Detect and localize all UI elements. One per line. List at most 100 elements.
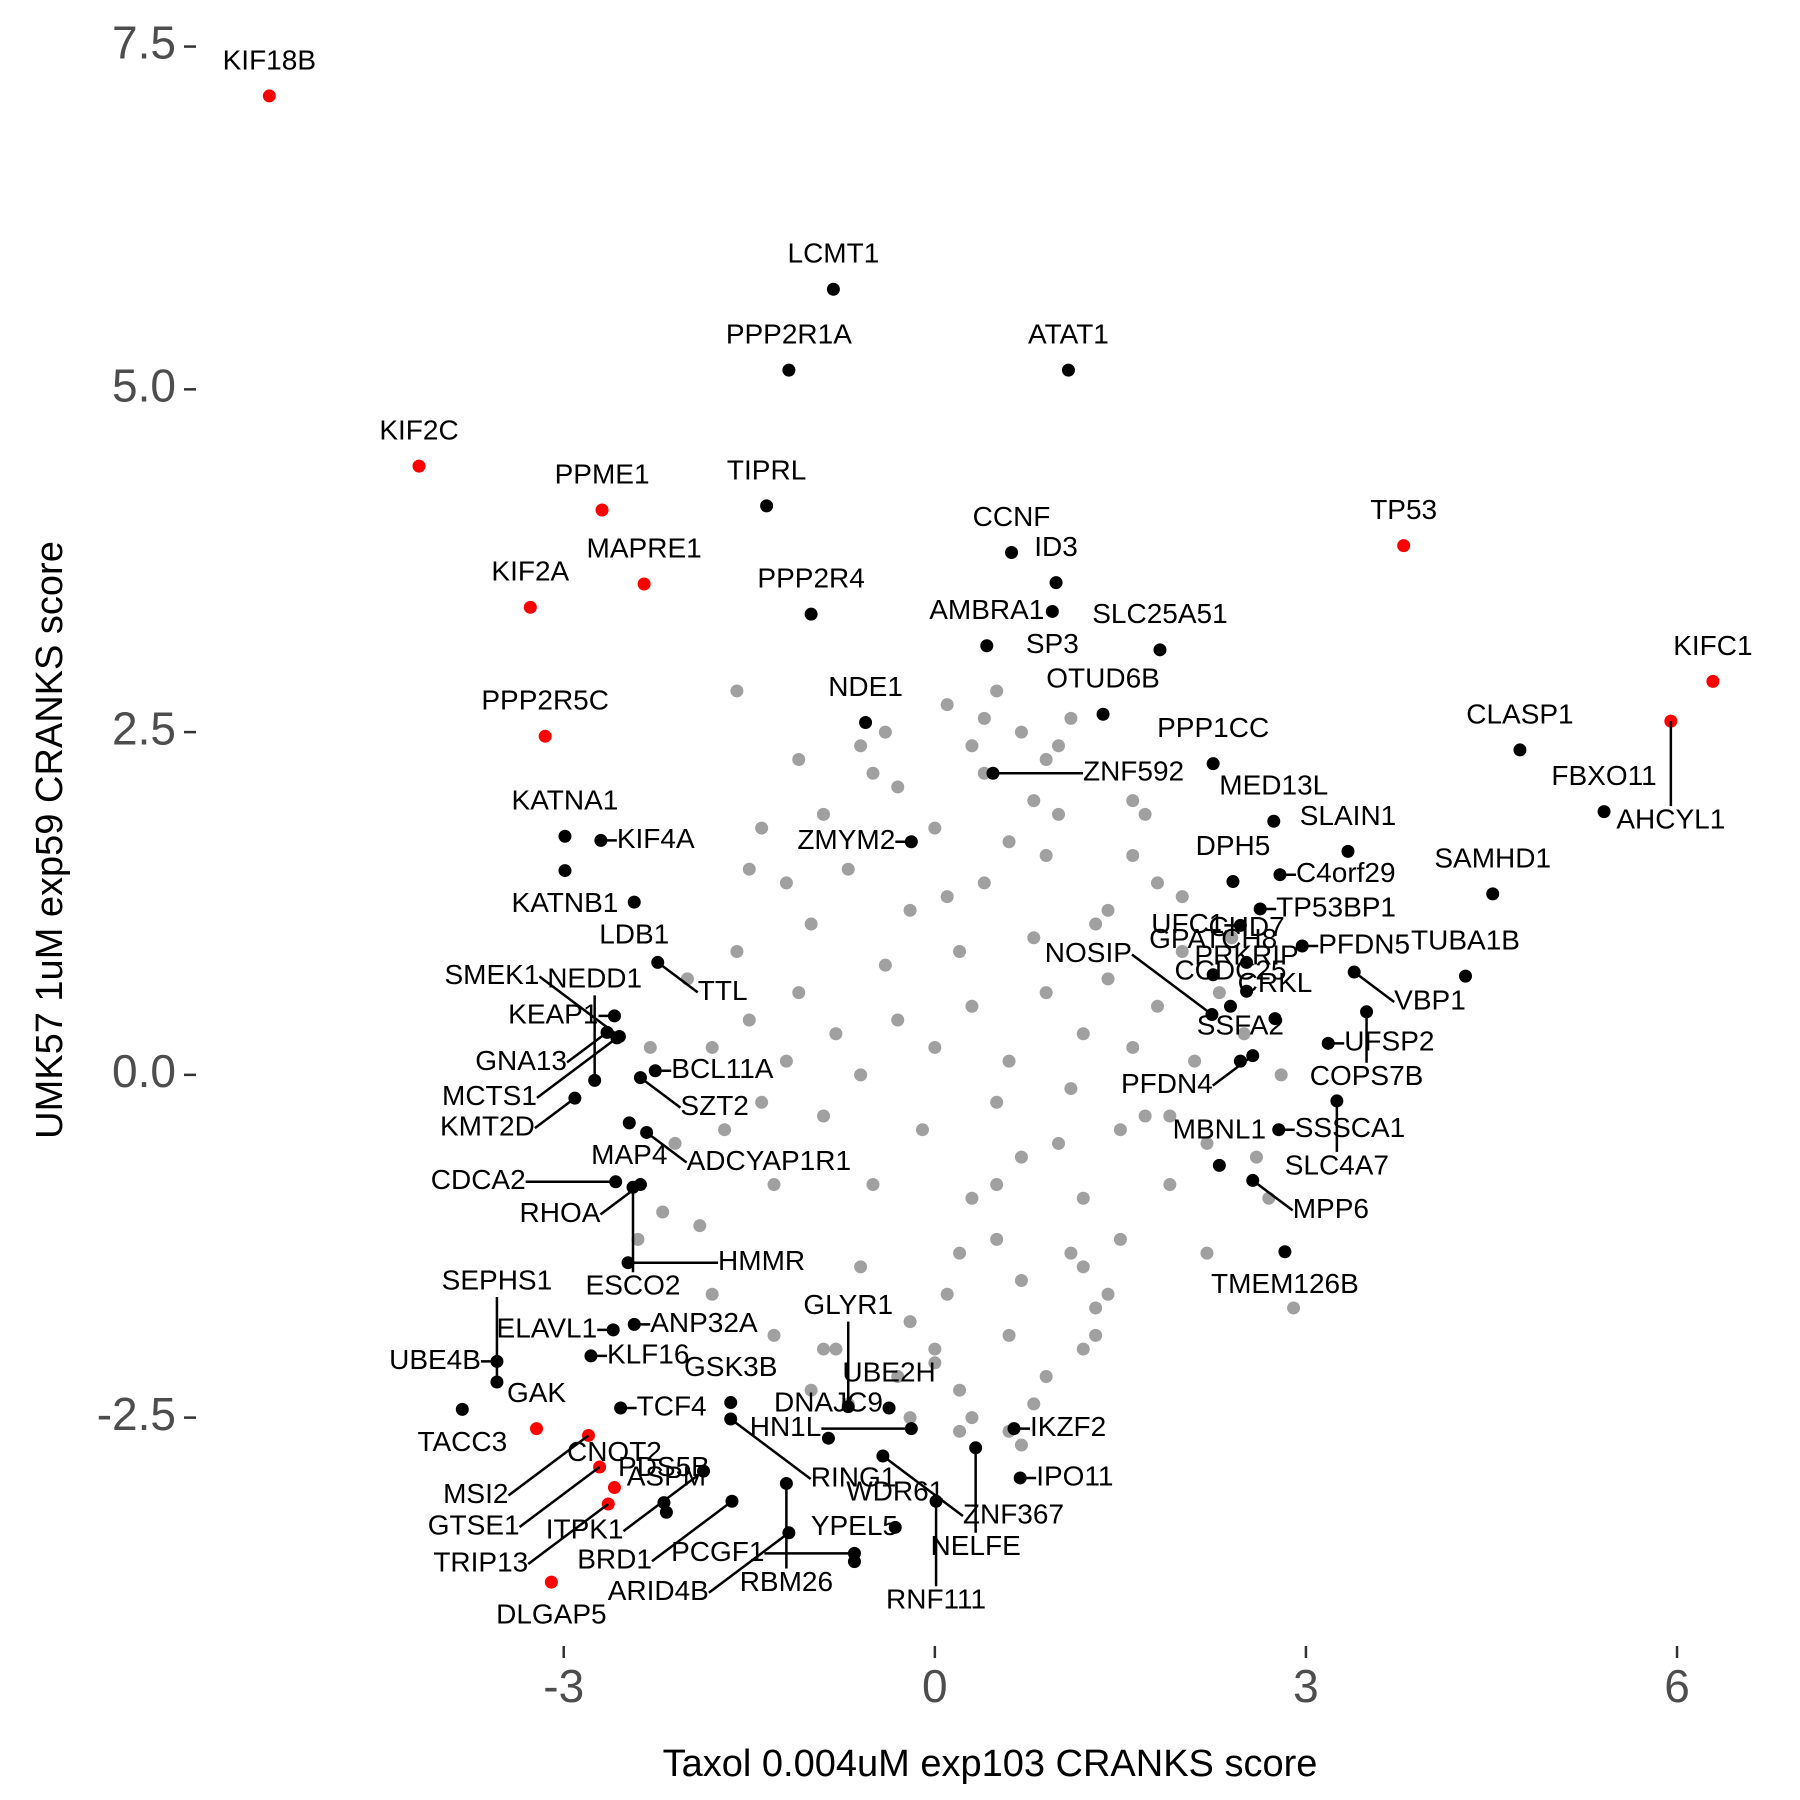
point-label: PPP2R5C [481, 685, 609, 716]
background-point [1212, 986, 1226, 1000]
highlight-point [558, 864, 572, 878]
point-label: HN1L [750, 1411, 822, 1442]
background-point [792, 753, 806, 767]
point-label: PPP2R4 [757, 563, 864, 594]
background-point [804, 917, 818, 931]
background-point [1076, 1191, 1090, 1205]
background-point [1064, 1082, 1078, 1096]
background-point [755, 1095, 769, 1109]
point-label: HMMR [718, 1245, 805, 1276]
x-tick-label: -3 [543, 1660, 584, 1712]
point-label: CCNF [973, 501, 1051, 532]
point-label: RHOA [520, 1197, 601, 1228]
highlight-point [1397, 539, 1411, 553]
label-leader [536, 1036, 618, 1099]
background-point [829, 1342, 843, 1356]
label-leader [507, 1434, 590, 1497]
highlight-point [980, 639, 994, 653]
point-label: GAK [507, 1377, 566, 1408]
x-tick-label: 3 [1293, 1660, 1319, 1712]
label-leader [1131, 953, 1213, 1016]
background-point [779, 876, 793, 890]
y-tick-label: -2.5 [97, 1388, 176, 1440]
point-label: RNF111 [886, 1584, 986, 1615]
background-point [1237, 1027, 1251, 1041]
point-label: ASPM [627, 1461, 706, 1492]
point-label: KLF16 [607, 1338, 690, 1369]
point-label: OTUD6B [1046, 663, 1160, 694]
background-point [928, 821, 942, 835]
background-point [1052, 807, 1066, 821]
background-point [817, 1342, 831, 1356]
background-point [928, 1342, 942, 1356]
background-point [1274, 1068, 1288, 1082]
point-label: CLASP1 [1466, 698, 1573, 729]
background-point [1076, 1260, 1090, 1274]
background-point [940, 698, 954, 712]
background-point [990, 1178, 1004, 1192]
background-point [1225, 931, 1239, 945]
label-leader [599, 1183, 642, 1216]
highlight-point [1240, 955, 1254, 969]
background-point [1064, 711, 1078, 725]
point-label: GNA13 [475, 1045, 567, 1076]
point-label: ADCYAP1R1 [687, 1145, 851, 1176]
point-label: MED13L [1219, 770, 1328, 801]
point-label: PFDN5 [1318, 928, 1410, 959]
highlight-point [882, 1401, 896, 1415]
highlight-point [1212, 1158, 1226, 1172]
highlight-point [659, 1505, 673, 1519]
point-label: ZNF367 [963, 1498, 1064, 1529]
background-point [1014, 1438, 1028, 1452]
background-point [1089, 917, 1103, 931]
point-label: CRKL [1238, 967, 1313, 998]
background-point [990, 1232, 1004, 1246]
point-label: ARID4B [608, 1575, 709, 1606]
point-label: DPH5 [1196, 830, 1271, 861]
background-point [854, 739, 868, 753]
point-label: SZT2 [680, 1090, 748, 1121]
background-point [977, 876, 991, 890]
point-label: MCTS1 [442, 1080, 537, 1111]
background-point [854, 1260, 868, 1274]
highlight-point [1223, 999, 1237, 1013]
background-point [643, 1040, 657, 1054]
background-point [1101, 972, 1115, 986]
point-label: TTL [698, 975, 748, 1006]
background-point [866, 1178, 880, 1192]
background-point [1027, 931, 1041, 945]
background-point [891, 780, 905, 794]
background-point [1113, 1232, 1127, 1246]
point-label: VBP1 [1394, 984, 1466, 1015]
point-label: KIF2C [379, 415, 458, 446]
background-point [1002, 1328, 1016, 1342]
background-point [1138, 807, 1152, 821]
y-tick-label: 2.5 [112, 702, 176, 754]
label-leader [656, 961, 699, 994]
background-point [940, 890, 954, 904]
background-point [1126, 1040, 1140, 1054]
highlight-point [760, 499, 774, 513]
label-leader [639, 1076, 682, 1109]
highlight-point [1153, 643, 1167, 657]
point-label: FBXO11 [1551, 760, 1656, 791]
highlight-point [622, 1116, 636, 1130]
point-label: KEAP1 [508, 998, 598, 1029]
background-point [693, 1219, 707, 1233]
highlight-point [1486, 887, 1500, 901]
highlight-point [530, 1422, 544, 1436]
background-point [742, 862, 756, 876]
background-point [940, 1287, 954, 1301]
background-point [977, 711, 991, 725]
background-point [1200, 1136, 1214, 1150]
background-point [1188, 1054, 1202, 1068]
label-leader [651, 1500, 733, 1563]
background-point [1126, 848, 1140, 862]
highlight-point [782, 363, 796, 377]
background-point [1200, 1246, 1214, 1260]
point-label: TMEM126B [1211, 1268, 1359, 1299]
background-point [804, 1383, 818, 1397]
highlight-point [1459, 969, 1473, 983]
background-point [1089, 1301, 1103, 1315]
point-label: UFC1 [1151, 908, 1224, 939]
